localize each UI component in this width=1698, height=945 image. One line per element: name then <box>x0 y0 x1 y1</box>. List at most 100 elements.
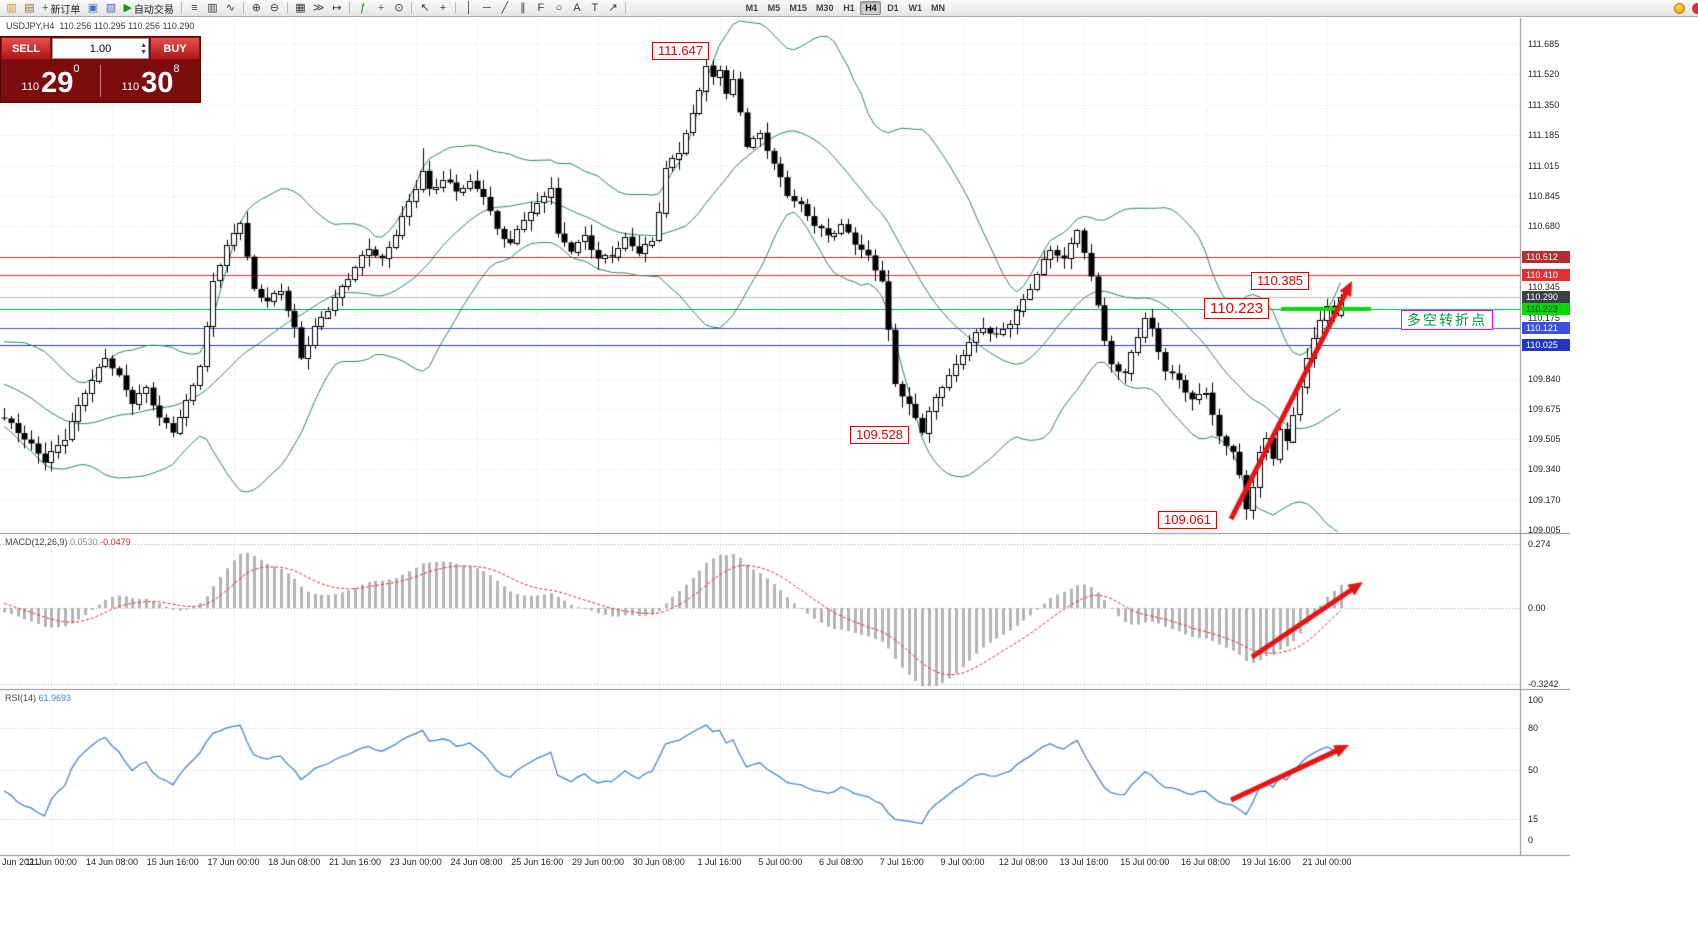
buy-price-pipette: 8 <box>173 63 180 75</box>
rsi-scale-tick: 50 <box>1528 765 1539 775</box>
timeframe-m5[interactable]: M5 <box>767 3 781 13</box>
price-badge: 110.410 <box>1522 269 1570 282</box>
macd-scale-tick: -0.3242 <box>1528 678 1559 689</box>
high-price-label: 111.647 <box>652 42 710 60</box>
timeframe-m15[interactable]: M15 <box>789 3 807 13</box>
text-label-button[interactable]: T <box>586 1 603 16</box>
sell-price[interactable]: 110 29 0 <box>1 60 100 102</box>
time-axis-label: 25 Jun 16:00 <box>511 857 564 867</box>
volume-field[interactable]: 1.00 ▲ ▼ <box>52 38 149 59</box>
time-axis: Jun 2021 11 Jun 00:00 14 Jun 08:00 15 Jun 1… <box>0 857 1520 871</box>
sell-button[interactable]: SELL <box>1 37 51 60</box>
indicators-button[interactable]: ƒ <box>354 1 371 16</box>
profiles-icon: ▤ <box>24 1 35 14</box>
period-selector-button[interactable]: ⊙ <box>390 1 407 16</box>
navigator-button[interactable]: ▧ <box>102 1 119 16</box>
notification-dot-icon[interactable] <box>1674 3 1685 14</box>
crosshair-button[interactable]: + <box>434 1 451 16</box>
profiles-button[interactable]: ▤ <box>21 1 38 16</box>
vertical-line-button[interactable]: │ <box>460 1 477 16</box>
price-badge: 110.223 <box>1522 303 1570 316</box>
volume-up-arrow[interactable]: ▲ <box>140 41 147 49</box>
volume-value: 1.00 <box>89 42 112 55</box>
horizontal-line-button[interactable]: ─ <box>478 1 495 16</box>
time-axis-label: 9 Jul 00:00 <box>940 857 985 867</box>
auto-trading-label: 自动交易 <box>133 4 174 16</box>
new-chart-button[interactable]: ▥ <box>3 1 20 16</box>
equidistant-channel-button[interactable]: ∥ <box>514 1 531 16</box>
timeframe-m30[interactable]: M30 <box>815 3 834 13</box>
text-button[interactable]: A <box>568 1 585 16</box>
timeframe-h4[interactable]: H4 <box>860 1 882 15</box>
chart-symbol-period: USDJPY,H4 <box>6 21 55 31</box>
ellipse-button[interactable]: ○ <box>550 1 567 16</box>
timeframe-mn[interactable]: MN <box>930 3 945 13</box>
time-axis-label: 12 Jul 08:00 <box>998 857 1048 867</box>
rsi-name: RSI(14) <box>5 693 37 703</box>
time-axis-label: 18 Jun 08:00 <box>268 857 321 867</box>
price-divider <box>100 65 101 97</box>
chart-shift-button[interactable]: ↦ <box>328 1 345 16</box>
macd-signal-value: -0.0479 <box>100 537 131 547</box>
rsi-value: 61.9693 <box>38 693 72 703</box>
time-axis-label: 24 Jun 08:00 <box>450 857 503 867</box>
bars-chart-icon: ≡ <box>191 1 198 14</box>
add-indicator-button[interactable]: + <box>372 1 389 16</box>
time-axis-label: 15 Jul 00:00 <box>1120 857 1170 867</box>
cursor-button[interactable]: ↖ <box>416 1 433 16</box>
candlestick-chart-icon: ▥ <box>207 1 218 14</box>
time-axis-label: 16 Jul 08:00 <box>1180 857 1231 867</box>
price-badge: 110.025 <box>1522 339 1570 352</box>
buy-price[interactable]: 110 30 8 <box>101 60 200 102</box>
toolbar-separator <box>180 2 182 14</box>
price-tick: 109.340 <box>1528 464 1561 475</box>
price-tick: 111.685 <box>1528 39 1560 49</box>
time-axis-label: 30 Jun 08:00 <box>632 857 685 867</box>
arrow-tool-button[interactable]: ↗ <box>604 1 621 16</box>
candlestick-chart-button[interactable]: ▥ <box>204 1 221 16</box>
volume-down-arrow[interactable]: ▼ <box>140 48 147 56</box>
ellipse-icon: ○ <box>555 1 563 14</box>
toolbar-separator <box>625 2 627 14</box>
text-icon: A <box>573 1 581 14</box>
bars-chart-button[interactable]: ≡ <box>186 1 203 16</box>
auto-scroll-button[interactable]: ≫ <box>310 1 328 16</box>
one-click-trading-panel: SELL 1.00 ▲ ▼ BUY 110 29 0 110 30 8 <box>0 36 201 103</box>
resistance-price-label: 110.385 <box>1251 272 1310 290</box>
cursor-icon: ↖ <box>420 1 430 14</box>
rsi-scale-tick: 15 <box>1528 814 1539 824</box>
sell-price-prefix: 110 <box>21 81 40 93</box>
timeframe-m1[interactable]: M1 <box>745 3 759 13</box>
line-chart-button[interactable]: ∿ <box>222 1 239 16</box>
time-axis-label: 17 Jun 00:00 <box>207 857 260 867</box>
fibonacci-button[interactable]: F <box>532 1 549 16</box>
new-order-button[interactable]: + 新订单 <box>39 1 83 16</box>
tile-windows-button[interactable]: ▦ <box>292 1 309 16</box>
alert-dot-icon <box>1692 3 1698 14</box>
macd-main-value: 0.0530 <box>70 537 98 547</box>
buy-button[interactable]: BUY <box>150 37 200 60</box>
vertical-line-icon: │ <box>465 1 473 14</box>
price-tick: 111.015 <box>1528 160 1560 171</box>
zoom-out-button[interactable]: ⊖ <box>266 1 283 16</box>
trend-line-button[interactable]: ╱ <box>496 1 513 16</box>
price-tick: 111.185 <box>1528 129 1560 140</box>
navigator-icon: ▧ <box>105 1 117 14</box>
timeframe-d1[interactable]: D1 <box>887 3 899 13</box>
timeframe-w1[interactable]: W1 <box>908 3 922 13</box>
tile-windows-icon: ▦ <box>295 1 306 14</box>
market-watch-button[interactable]: ▣ <box>84 1 101 16</box>
timeframe-h1[interactable]: H1 <box>843 3 855 13</box>
auto-trading-button[interactable]: ▶ 自动交易 <box>120 1 176 16</box>
rsi-indicator-label: RSI(14) 61.9693 <box>5 693 71 703</box>
time-axis-label: 11 Jun 00:00 <box>25 857 77 867</box>
sell-price-pips: 29 <box>41 67 74 99</box>
price-tick: 111.350 <box>1528 99 1560 110</box>
rsi-scale-tick: 100 <box>1528 695 1544 705</box>
zoom-out-icon: ⊖ <box>269 1 280 14</box>
toolbar-separator <box>242 2 244 14</box>
macd-indicator-label: MACD(12,26,9) 0.0530 -0.0479 <box>5 537 131 547</box>
rsi-scale-tick: 0 <box>1528 835 1534 845</box>
zoom-in-button[interactable]: ⊕ <box>248 1 265 16</box>
